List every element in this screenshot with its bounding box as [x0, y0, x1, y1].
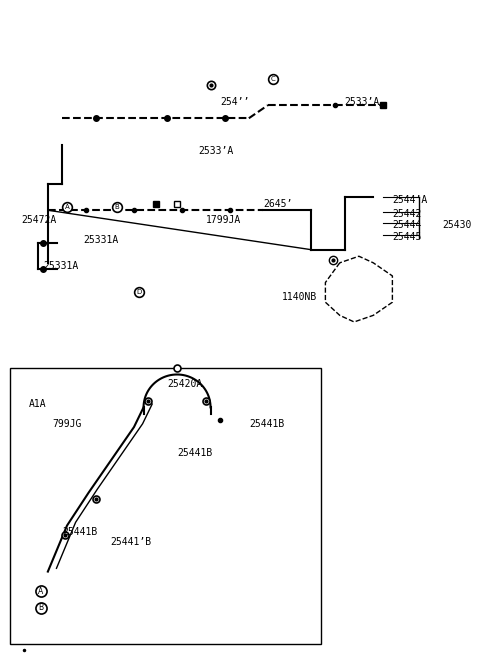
Text: 254’’: 254’’	[220, 97, 250, 107]
Text: 25442: 25442	[392, 208, 422, 219]
Text: 2533’A: 2533’A	[345, 97, 380, 107]
Text: 25441B: 25441B	[177, 448, 212, 459]
Text: 2544’A: 2544’A	[392, 195, 428, 206]
Text: B: B	[38, 603, 43, 612]
Text: 25441B: 25441B	[249, 419, 284, 429]
Text: 2533’A: 2533’A	[199, 146, 234, 156]
Text: 25472A: 25472A	[22, 215, 57, 225]
Text: 2645’: 2645’	[263, 198, 293, 209]
Text: 25441B: 25441B	[62, 527, 97, 537]
Text: 1799JA: 1799JA	[206, 215, 241, 225]
Text: 25420A: 25420A	[168, 379, 203, 390]
Text: 25441’B: 25441’B	[110, 537, 151, 547]
Text: 25331A: 25331A	[84, 235, 119, 245]
Text: 25445: 25445	[392, 231, 422, 242]
Text: A: A	[65, 204, 70, 210]
Text: 1140NB: 1140NB	[282, 292, 318, 302]
Text: 25444: 25444	[392, 219, 422, 230]
Text: 25331A: 25331A	[43, 261, 78, 271]
Text: A: A	[38, 587, 43, 596]
Text: 799JG: 799JG	[53, 419, 82, 429]
Text: D: D	[136, 289, 142, 296]
Text: A1A: A1A	[29, 399, 47, 409]
FancyBboxPatch shape	[10, 368, 321, 644]
Text: B: B	[115, 204, 120, 210]
Text: C: C	[270, 76, 275, 82]
Text: 25430: 25430	[443, 219, 472, 230]
